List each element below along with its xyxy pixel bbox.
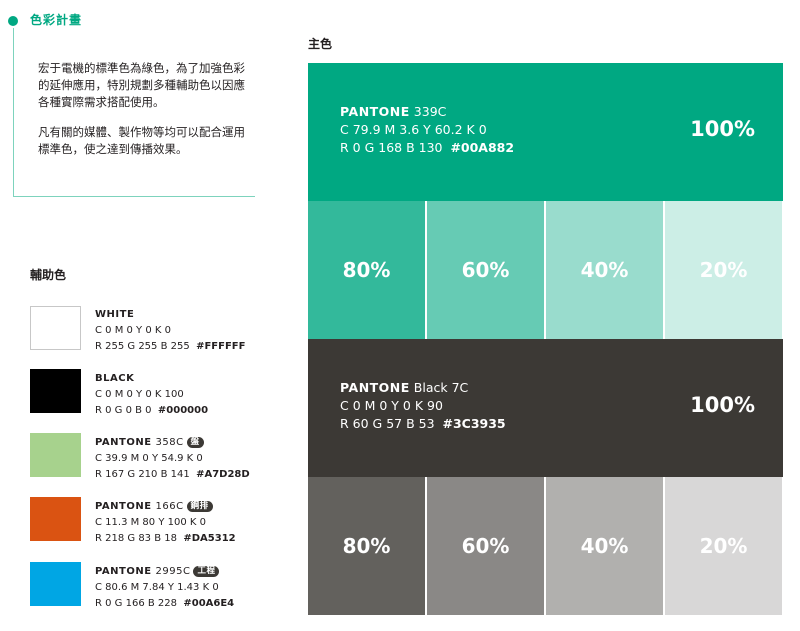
primary-black-percent: 100% xyxy=(690,393,755,417)
green-tint-60: 60% xyxy=(427,201,544,339)
green-tint-20: 20% xyxy=(665,201,782,339)
primary-black-block: PANTONE Black 7C C 0 M 0 Y 0 K 90 R 60 G… xyxy=(308,339,783,477)
swatch-358c-info: PANTONE 358C 盤 C 39.9 M 0 Y 54.9 K 0 R 16… xyxy=(95,435,250,483)
swatch-cmyk: C 0 M 0 Y 0 K 100 xyxy=(95,389,184,400)
swatch-166c-info: PANTONE 166C 鋼排 C 11.3 M 80 Y 100 K 0 R 2… xyxy=(95,499,236,547)
section-bullet-icon xyxy=(8,16,18,26)
usage-tag: 工程 xyxy=(193,566,220,577)
usage-tag: 盤 xyxy=(186,437,204,448)
swatch-rgb-hex: R 0 G 0 B 0 #000000 xyxy=(95,405,209,416)
intro-paragraph-2: 凡有關的媒體、製作物等均可以配合運用標準色，使之達到傳播效果。 xyxy=(38,125,245,156)
swatch-rgb-hex: R 218 G 83 B 18 #DA5312 xyxy=(95,533,236,544)
swatch-name: PANTONE 2995C 工程 xyxy=(95,564,234,580)
black-tint-60: 60% xyxy=(427,477,544,615)
aux-colors-title: 輔助色 xyxy=(30,268,67,282)
usage-tag: 鋼排 xyxy=(186,501,213,512)
swatch-rgb-hex: R 167 G 210 B 141 #A7D28D xyxy=(95,469,250,480)
intro-paragraph-1: 宏于電機的標準色為綠色，為了加強色彩的延伸應用，特別規劃多種輔助色以因應各種實際… xyxy=(38,61,245,109)
primary-green-spec: PANTONE 339C C 79.9 M 3.6 Y 60.2 K 0 R 0… xyxy=(340,104,515,155)
green-tint-80: 80% xyxy=(308,201,425,339)
swatch-cmyk: C 11.3 M 80 Y 100 K 0 xyxy=(95,517,206,528)
primary-black-spec: PANTONE Black 7C C 0 M 0 Y 0 K 90 R 60 G… xyxy=(340,380,506,431)
black-tint-80: 80% xyxy=(308,477,425,615)
swatch-name: BLACK xyxy=(95,373,135,384)
swatch-rgb-hex: R 0 G 166 B 228 #00A6E4 xyxy=(95,598,235,609)
swatch-pantone-358c xyxy=(30,433,81,477)
swatch-black xyxy=(30,369,81,413)
swatch-name: PANTONE 166C 鋼排 xyxy=(95,499,236,515)
swatch-pantone-2995c xyxy=(30,562,81,606)
swatch-rgb-hex: R 255 G 255 B 255 #FFFFFF xyxy=(95,341,246,352)
black-tint-20: 20% xyxy=(665,477,782,615)
swatch-white xyxy=(30,306,81,350)
swatch-white-info: WHITE C 0 M 0 Y 0 K 0 R 255 G 255 B 255 … xyxy=(95,307,245,355)
swatch-black-info: BLACK C 0 M 0 Y 0 K 100 R 0 G 0 B 0 #000… xyxy=(95,371,208,419)
primary-green-percent: 100% xyxy=(690,117,755,141)
swatch-cmyk: C 0 M 0 Y 0 K 0 xyxy=(95,325,171,336)
swatch-2995c-info: PANTONE 2995C 工程 C 80.6 M 7.84 Y 1.43 K 0… xyxy=(95,564,234,612)
main-colors-title: 主色 xyxy=(308,37,333,51)
swatch-pantone-166c xyxy=(30,497,81,541)
section-title: 色彩計畫 xyxy=(30,13,83,27)
black-tint-40: 40% xyxy=(546,477,663,615)
swatch-name: PANTONE 358C 盤 xyxy=(95,435,250,451)
green-tint-40: 40% xyxy=(546,201,663,339)
primary-green-block: PANTONE 339C C 79.9 M 3.6 Y 60.2 K 0 R 0… xyxy=(308,63,783,201)
swatch-cmyk: C 39.9 M 0 Y 54.9 K 0 xyxy=(95,453,203,464)
swatch-name: WHITE xyxy=(95,309,135,320)
intro-box: 宏于電機的標準色為綠色，為了加強色彩的延伸應用，特別規劃多種輔助色以因應各種實際… xyxy=(13,28,255,197)
swatch-cmyk: C 80.6 M 7.84 Y 1.43 K 0 xyxy=(95,582,219,593)
